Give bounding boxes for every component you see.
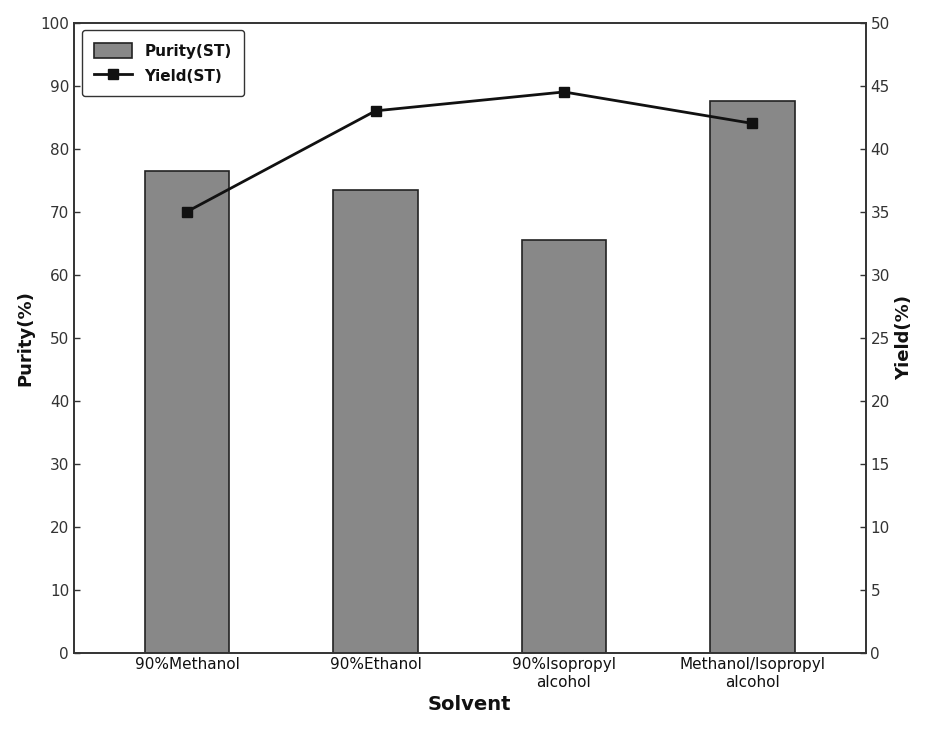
X-axis label: Solvent: Solvent (428, 695, 512, 714)
Bar (710, 102, 795, 653)
Bar (522, 240, 606, 653)
Y-axis label: Yield(%): Yield(%) (896, 295, 913, 380)
Bar (145, 170, 230, 653)
Bar (333, 189, 418, 653)
Legend: Purity(ST), Yield(ST): Purity(ST), Yield(ST) (82, 30, 244, 96)
Y-axis label: Purity(%): Purity(%) (17, 289, 34, 385)
